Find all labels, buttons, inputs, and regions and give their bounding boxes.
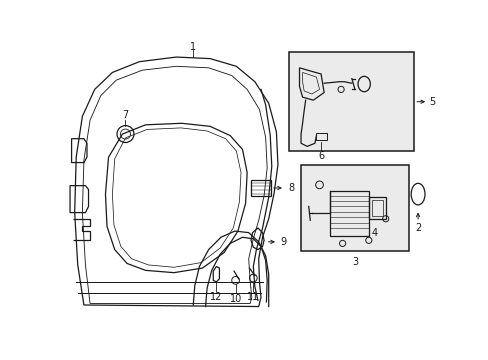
Text: 7: 7 [122,110,128,120]
Text: 3: 3 [351,257,357,267]
Text: 9: 9 [280,237,286,247]
Text: 4: 4 [371,228,377,238]
Bar [371,200,382,216]
Text: 5: 5 [429,97,435,107]
Text: 2: 2 [414,223,420,233]
Text: 10: 10 [229,294,241,304]
Bar [368,197,385,219]
Text: 8: 8 [287,183,293,193]
Bar [316,132,326,140]
Text: 12: 12 [210,292,222,302]
Bar [289,53,413,151]
Bar [301,165,408,251]
Text: 1: 1 [190,42,196,52]
Text: 11: 11 [246,292,259,302]
Text: 6: 6 [317,150,324,161]
Bar [250,180,270,195]
Bar [329,191,368,236]
